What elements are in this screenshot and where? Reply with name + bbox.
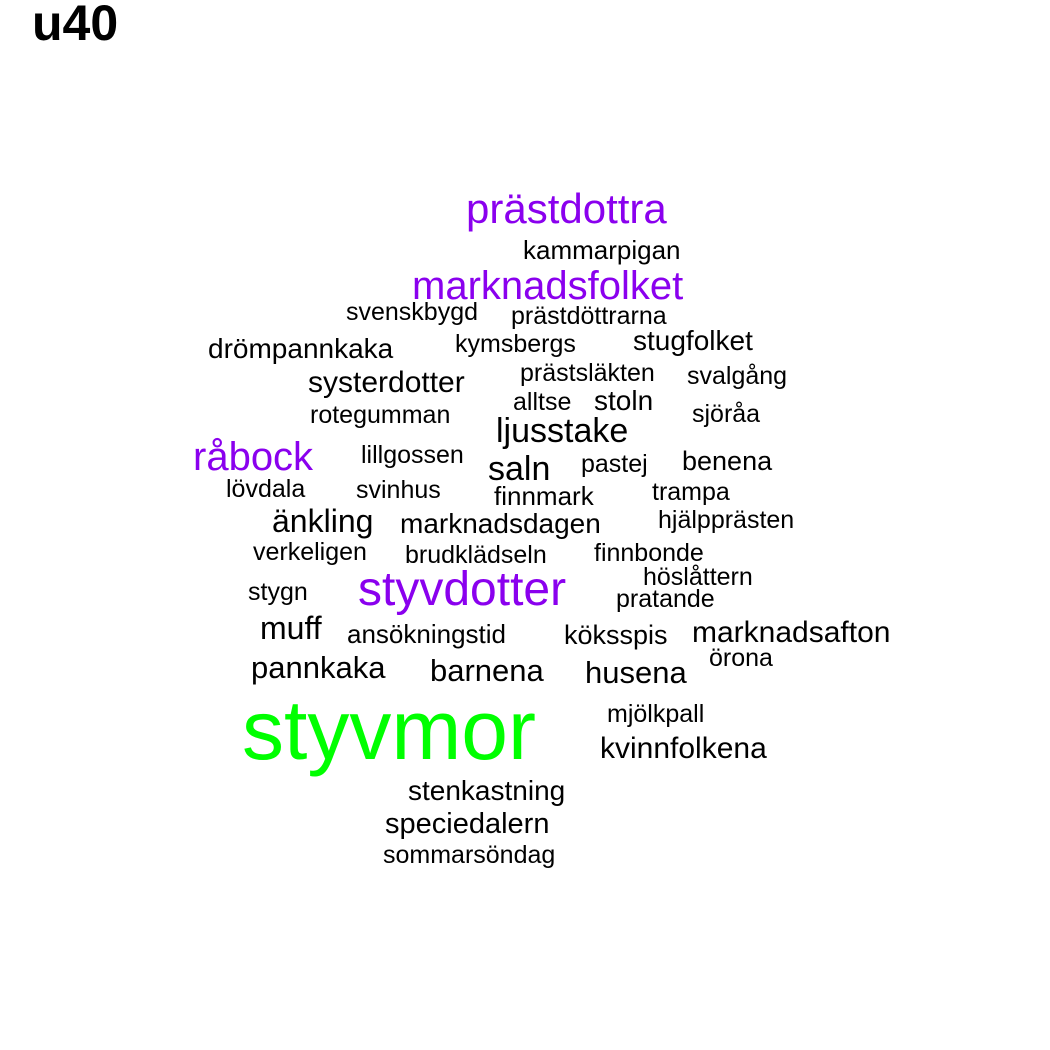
cloud-word: verkeligen: [253, 538, 367, 566]
cloud-word: sjöråa: [692, 400, 761, 428]
cloud-word: pratande: [616, 585, 715, 613]
cloud-word: finnmark: [494, 481, 594, 511]
cloud-word: örona: [709, 644, 773, 672]
cloud-word: mjölkpall: [607, 700, 705, 728]
cloud-word: pastej: [581, 450, 648, 478]
cloud-word: svinhus: [356, 476, 441, 504]
cloud-word: prästsläkten: [520, 359, 655, 387]
cloud-word: stugfolket: [633, 325, 753, 356]
plot-title: u40: [32, 0, 119, 51]
cloud-word: alltse: [513, 388, 572, 416]
cloud-word: finnbonde: [594, 539, 704, 567]
cloud-word: råbock: [193, 435, 314, 479]
cloud-word: stoln: [594, 385, 654, 416]
cloud-word: lövdala: [226, 475, 306, 503]
cloud-word: kammarpigan: [523, 235, 681, 265]
cloud-word: sommarsöndag: [383, 841, 556, 869]
cloud-word: marknadsafton: [692, 616, 891, 649]
cloud-word: hjälpprästen: [658, 506, 795, 534]
cloud-word: änkling: [272, 503, 374, 539]
cloud-word: ljusstake: [496, 412, 629, 450]
cloud-word: stenkastning: [408, 775, 566, 806]
cloud-word: saln: [488, 450, 551, 488]
cloud-word: marknadsdagen: [400, 508, 601, 539]
cloud-word: köksspis: [564, 620, 668, 650]
cloud-word: trampa: [652, 478, 730, 506]
cloud-word: systerdotter: [308, 366, 465, 399]
cloud-word: barnena: [430, 653, 544, 688]
cloud-word: kvinnfolkena: [600, 732, 767, 765]
cloud-word: muff: [260, 610, 322, 646]
cloud-word: prästdöttrarna: [511, 302, 667, 330]
cloud-word: svenskbygd: [346, 298, 479, 326]
cloud-word: stygn: [248, 578, 308, 606]
cloud-word: prästdottra: [466, 185, 667, 232]
cloud-word: husena: [585, 655, 687, 690]
cloud-word: speciedalern: [385, 808, 550, 840]
cloud-word: marknadsfolket: [412, 264, 684, 308]
cloud-word: ansökningstid: [347, 619, 506, 649]
cloud-word: brudklädseln: [405, 541, 547, 569]
cloud-word: svalgång: [687, 362, 788, 390]
cloud-word: drömpannkaka: [208, 333, 394, 364]
cloud-word: lillgossen: [361, 441, 464, 469]
cloud-word: pannkaka: [251, 650, 386, 685]
cloud-word: styvdotter: [358, 563, 567, 616]
cloud-word: styvmor: [242, 683, 536, 777]
cloud-word: benena: [682, 446, 773, 476]
cloud-word: höslåttern: [643, 563, 753, 591]
cloud-word: kymsbergs: [455, 330, 576, 358]
cloud-word: rotegumman: [310, 401, 451, 429]
